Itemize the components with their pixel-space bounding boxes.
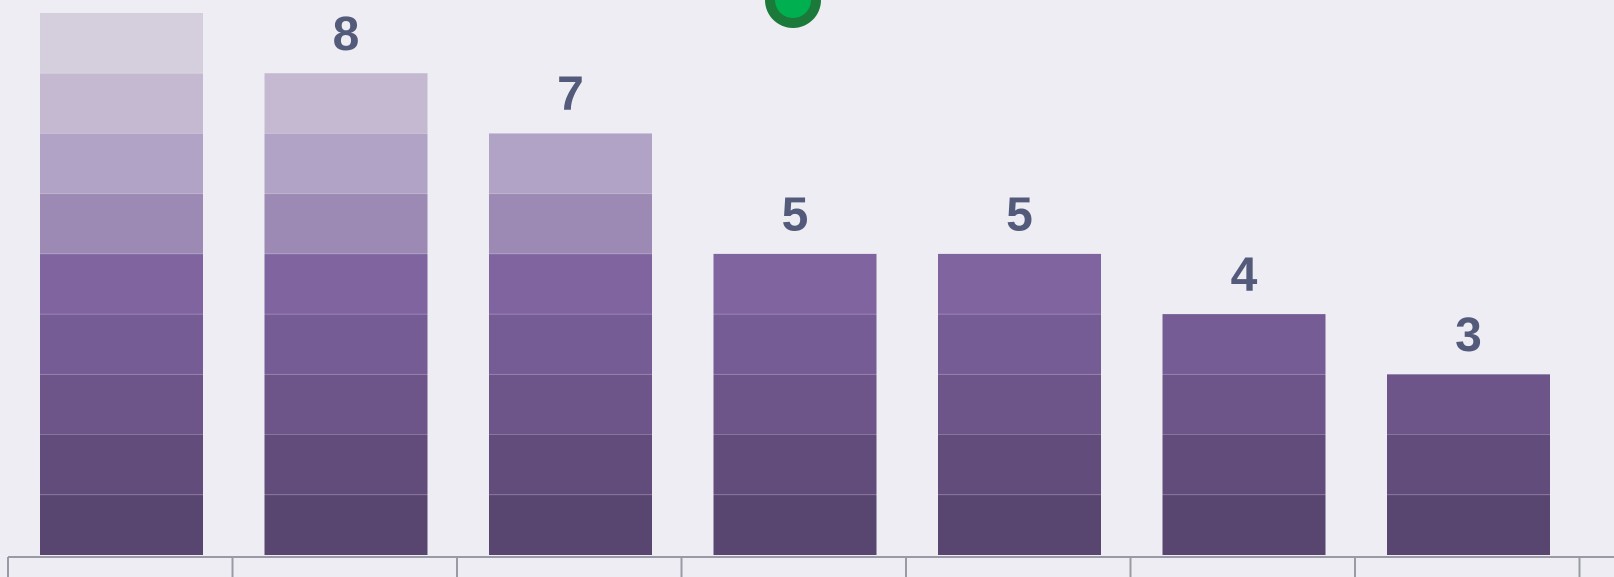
- value-label: 5: [1006, 189, 1033, 242]
- bar-block: [489, 374, 652, 435]
- bar-block: [489, 253, 652, 315]
- value-label: 3: [1455, 309, 1482, 362]
- bar-block: [264, 73, 428, 134]
- bar-block: [40, 374, 203, 435]
- bar-block: [489, 434, 652, 495]
- bar-block: [938, 314, 1101, 375]
- bar-block: [40, 314, 203, 375]
- value-label: 8: [333, 8, 360, 61]
- bar-block: [1162, 374, 1326, 435]
- value-label: 5: [782, 189, 809, 242]
- bar-block: [713, 253, 877, 315]
- value-label: 7: [557, 68, 584, 121]
- bar-block: [713, 494, 877, 555]
- bar-block: [264, 133, 428, 194]
- bar-block: [938, 374, 1101, 435]
- bar-block: [489, 494, 652, 555]
- bar-block: [489, 193, 652, 254]
- bar-block: [938, 434, 1101, 495]
- bar-block: [40, 253, 203, 315]
- bar-block: [1162, 314, 1326, 375]
- bar-block: [264, 434, 428, 495]
- bar-block: [264, 193, 428, 254]
- bar-block: [264, 494, 428, 555]
- value-label: 4: [1231, 249, 1258, 302]
- bar-block: [938, 494, 1101, 555]
- bar-block: [40, 133, 203, 194]
- status-dot-inner: [775, 0, 811, 18]
- bar-block: [264, 374, 428, 435]
- bar-block: [1162, 434, 1326, 495]
- bar-block: [40, 73, 203, 134]
- bar-block: [40, 193, 203, 254]
- bar-block: [713, 374, 877, 435]
- bar-block: [264, 253, 428, 315]
- bar-block: [489, 133, 652, 194]
- bar-block: [1387, 374, 1550, 435]
- bar-block: [489, 314, 652, 375]
- bar-block: [1387, 494, 1550, 555]
- bar-block: [1162, 494, 1326, 555]
- bar-block: [40, 13, 203, 74]
- bar-block: [938, 253, 1101, 315]
- bar-block: [40, 494, 203, 555]
- bar-block: [713, 314, 877, 375]
- bar-block: [264, 314, 428, 375]
- bar-block: [40, 434, 203, 495]
- bar-block: [1387, 434, 1550, 495]
- bar-block: [713, 434, 877, 495]
